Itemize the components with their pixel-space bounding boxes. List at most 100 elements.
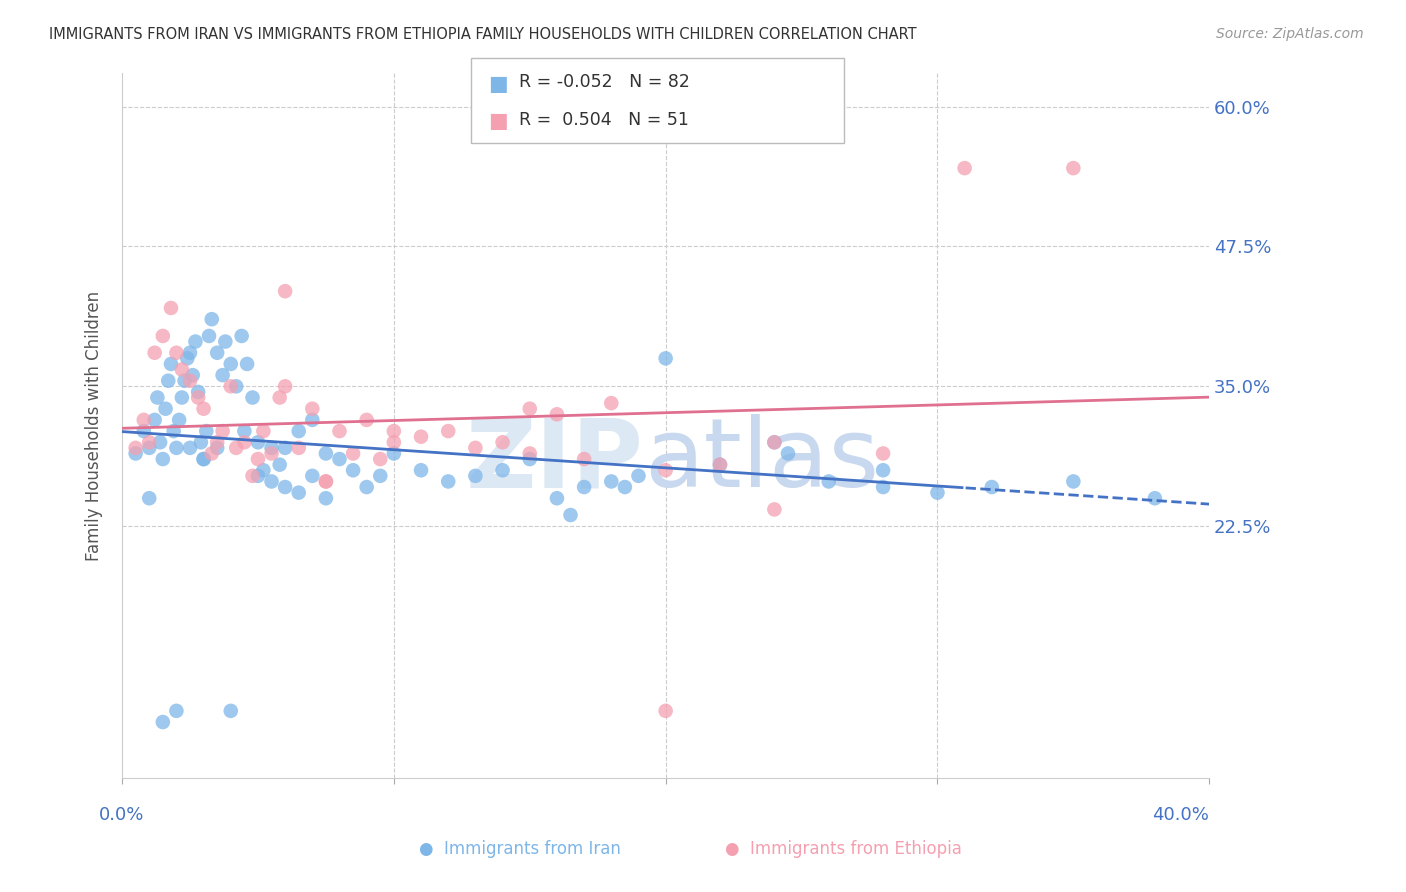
Point [167, 413, 190, 427]
Point [138, 435, 160, 450]
Point [980, 480, 1002, 494]
Point [546, 407, 568, 421]
Point [437, 424, 460, 438]
Point [328, 452, 350, 467]
Point [132, 413, 155, 427]
Point [776, 446, 799, 460]
Point [1062, 475, 1084, 489]
Point [572, 480, 595, 494]
Point [124, 441, 146, 455]
Point [269, 391, 291, 405]
Point [600, 475, 623, 489]
Point [246, 435, 269, 450]
Point [219, 379, 242, 393]
Point [176, 351, 198, 366]
Point [236, 357, 259, 371]
Point [187, 391, 209, 405]
Point [149, 435, 172, 450]
Point [356, 413, 378, 427]
Point [274, 441, 297, 455]
Point [146, 391, 169, 405]
Point [165, 345, 187, 359]
Point [315, 475, 337, 489]
Point [233, 435, 256, 450]
Point [328, 424, 350, 438]
Point [274, 284, 297, 298]
Point [219, 357, 242, 371]
Point [274, 480, 297, 494]
Point [627, 468, 650, 483]
Point [214, 334, 236, 349]
Point [157, 374, 180, 388]
Point [193, 452, 215, 467]
Point [409, 463, 432, 477]
Point [572, 452, 595, 467]
Point [613, 480, 636, 494]
Point [315, 491, 337, 506]
Point [519, 452, 541, 467]
Text: IMMIGRANTS FROM IRAN VS IMMIGRANTS FROM ETHIOPIA FAMILY HOUSEHOLDS WITH CHILDREN: IMMIGRANTS FROM IRAN VS IMMIGRANTS FROM … [49, 27, 917, 42]
Point [205, 441, 228, 455]
Point [654, 704, 676, 718]
Point [205, 345, 228, 359]
Y-axis label: Family Households with Children: Family Households with Children [86, 291, 103, 560]
Point [201, 446, 224, 460]
Point [143, 413, 166, 427]
Text: 40.0%: 40.0% [1153, 806, 1209, 824]
Point [124, 446, 146, 460]
Point [491, 463, 513, 477]
Point [491, 435, 513, 450]
Point [260, 446, 283, 460]
Point [179, 441, 201, 455]
Point [163, 424, 186, 438]
Point [242, 391, 264, 405]
Point [193, 452, 215, 467]
Point [252, 463, 274, 477]
Point [342, 463, 364, 477]
Point [315, 475, 337, 489]
Point [654, 463, 676, 477]
Point [872, 480, 894, 494]
Point [368, 468, 391, 483]
Point [546, 491, 568, 506]
Point [763, 435, 786, 450]
Text: R =  0.504   N = 51: R = 0.504 N = 51 [519, 111, 689, 128]
Point [274, 379, 297, 393]
Point [287, 441, 309, 455]
Text: 0.0%: 0.0% [100, 806, 145, 824]
Point [709, 458, 731, 472]
Point [301, 401, 323, 416]
Point [165, 441, 187, 455]
Point [132, 424, 155, 438]
Point [246, 452, 269, 467]
Point [193, 401, 215, 416]
Point [301, 413, 323, 427]
Point [160, 301, 183, 315]
Point [160, 357, 183, 371]
Point [817, 475, 839, 489]
Point [184, 334, 207, 349]
Point [246, 468, 269, 483]
Point [709, 458, 731, 472]
Point [763, 502, 786, 516]
Point [152, 329, 174, 343]
Point [201, 312, 224, 326]
Point [287, 424, 309, 438]
Point [872, 463, 894, 477]
Point [260, 441, 283, 455]
Point [211, 368, 233, 383]
Text: ●  Immigrants from Ethiopia: ● Immigrants from Ethiopia [725, 840, 962, 858]
Point [287, 485, 309, 500]
Point [409, 430, 432, 444]
Text: R = -0.052   N = 82: R = -0.052 N = 82 [519, 73, 690, 91]
Point [225, 441, 247, 455]
Point [165, 704, 187, 718]
Point [315, 446, 337, 460]
Point [654, 351, 676, 366]
Text: ■: ■ [488, 112, 508, 131]
Point [464, 441, 486, 455]
Point [1143, 491, 1166, 506]
Point [211, 424, 233, 438]
Point [187, 384, 209, 399]
Point [269, 458, 291, 472]
